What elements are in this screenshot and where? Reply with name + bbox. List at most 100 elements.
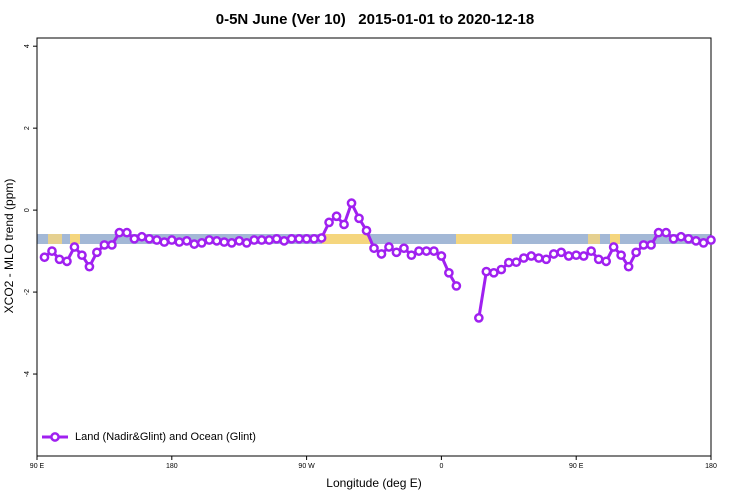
data-point bbox=[84, 261, 95, 272]
data-point bbox=[196, 238, 207, 248]
x-axis-label: Longitude (deg E) bbox=[326, 476, 421, 490]
data-point bbox=[264, 235, 275, 245]
data-point bbox=[586, 246, 597, 256]
data-point bbox=[496, 264, 507, 275]
data-point bbox=[241, 238, 252, 248]
data-point bbox=[166, 235, 177, 245]
data-point bbox=[189, 239, 200, 249]
data-point bbox=[488, 267, 499, 278]
x-tick-label: 90 E bbox=[30, 463, 45, 470]
data-point bbox=[526, 251, 537, 261]
data-point bbox=[144, 233, 155, 244]
data-point bbox=[503, 257, 514, 268]
data-point bbox=[563, 251, 574, 261]
data-point bbox=[122, 227, 132, 238]
land-ocean-band bbox=[37, 234, 711, 244]
ocean-band bbox=[37, 234, 711, 244]
data-point bbox=[204, 235, 215, 245]
data-point bbox=[211, 236, 222, 246]
data-point bbox=[571, 250, 582, 261]
land-band bbox=[322, 234, 370, 244]
data-point bbox=[294, 233, 304, 244]
data-point bbox=[451, 281, 462, 291]
data-point bbox=[414, 246, 424, 256]
data-point bbox=[39, 252, 50, 263]
data-point bbox=[593, 254, 604, 265]
data-point bbox=[107, 240, 117, 250]
land-band bbox=[48, 234, 62, 244]
data-point bbox=[698, 238, 709, 248]
legend-marker bbox=[50, 432, 60, 442]
x-tick-label: 90 E bbox=[569, 463, 584, 470]
y-tick-label: 4 bbox=[24, 44, 31, 48]
data-point bbox=[683, 233, 694, 244]
data-point bbox=[249, 235, 260, 245]
data-point bbox=[601, 256, 612, 267]
data-point bbox=[174, 237, 185, 247]
legend-label: Land (Nadir&Glint) and Ocean (Glint) bbox=[75, 431, 256, 443]
data-point bbox=[62, 256, 72, 267]
data-point bbox=[316, 233, 327, 243]
data-point bbox=[114, 227, 125, 238]
y-tick-label: -4 bbox=[24, 371, 31, 377]
data-point bbox=[481, 266, 492, 277]
data-point bbox=[286, 233, 297, 244]
data-point bbox=[99, 240, 110, 250]
data-point bbox=[331, 211, 342, 222]
data-point bbox=[234, 236, 245, 246]
data-point bbox=[541, 254, 552, 265]
data-point bbox=[511, 257, 522, 268]
land-band bbox=[588, 234, 600, 244]
data-point bbox=[346, 198, 357, 209]
data-point bbox=[616, 250, 626, 261]
y-tick-label: 0 bbox=[24, 208, 31, 212]
land-band bbox=[610, 234, 620, 244]
data-point bbox=[324, 217, 334, 228]
data-point bbox=[181, 236, 192, 246]
data-point bbox=[309, 233, 319, 244]
data-point bbox=[339, 219, 349, 230]
data-point bbox=[271, 233, 282, 244]
data-point bbox=[151, 235, 162, 245]
data-point bbox=[376, 249, 387, 259]
data-point bbox=[279, 236, 289, 246]
data-point bbox=[301, 233, 312, 244]
data-point bbox=[54, 254, 65, 265]
data-point bbox=[638, 240, 649, 250]
data-point bbox=[436, 251, 447, 261]
data-point bbox=[354, 213, 364, 224]
data-point bbox=[556, 247, 567, 258]
data-point bbox=[159, 237, 170, 247]
data-point bbox=[384, 242, 394, 252]
data-point bbox=[548, 249, 559, 259]
data-point bbox=[406, 250, 417, 261]
chart-title: 0-5N June (Ver 10) 2015-01-01 to 2020-12… bbox=[216, 11, 535, 28]
data-point bbox=[136, 231, 147, 242]
data-point bbox=[623, 261, 634, 272]
data-point bbox=[219, 237, 230, 247]
data-point bbox=[399, 243, 409, 254]
data-point bbox=[77, 250, 87, 261]
y-tick-label: 2 bbox=[24, 126, 31, 130]
data-point bbox=[429, 246, 439, 256]
data-point bbox=[473, 313, 484, 323]
data-point bbox=[92, 247, 102, 258]
data-point bbox=[631, 247, 641, 258]
data-point bbox=[653, 227, 664, 238]
y-axis-label: XCO2 - MLO trend (ppm) bbox=[2, 179, 16, 314]
data-point bbox=[391, 247, 402, 258]
y-tick-label: -2 bbox=[24, 289, 31, 295]
x-tick-label: 0 bbox=[439, 463, 443, 470]
data-point bbox=[444, 267, 454, 278]
data-point bbox=[421, 246, 432, 256]
land-band bbox=[70, 234, 80, 244]
data-point bbox=[226, 238, 237, 248]
data-point bbox=[578, 251, 589, 261]
data-point bbox=[706, 235, 716, 245]
data-point bbox=[256, 235, 267, 245]
data-point bbox=[69, 242, 80, 252]
land-band bbox=[456, 234, 512, 244]
data-point bbox=[47, 246, 57, 256]
data-point bbox=[691, 236, 701, 246]
